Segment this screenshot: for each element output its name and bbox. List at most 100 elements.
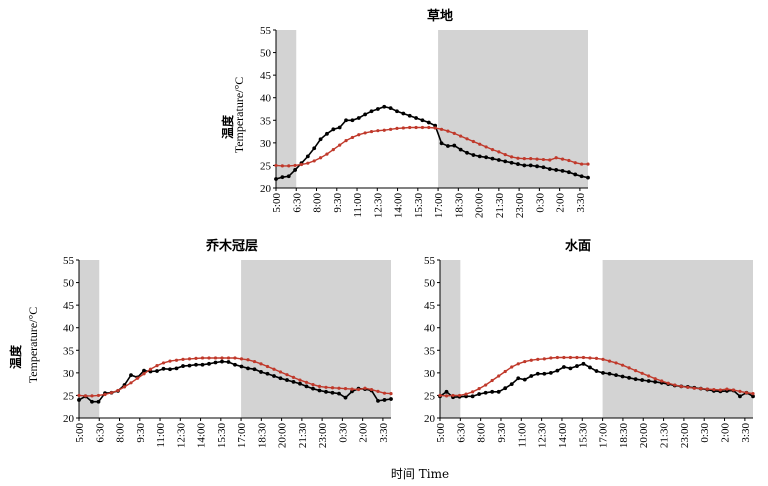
data-point <box>259 370 263 374</box>
data-point <box>588 356 592 360</box>
data-point <box>718 388 722 392</box>
data-point <box>573 172 578 177</box>
data-point <box>324 389 328 394</box>
y-tick-label: 45 <box>63 300 75 312</box>
x-tick-label: 15:30 <box>413 193 425 219</box>
data-point <box>471 390 475 394</box>
data-point <box>311 386 315 391</box>
data-point <box>312 146 317 151</box>
data-point <box>568 366 573 371</box>
data-point <box>653 377 657 381</box>
data-point <box>161 366 166 371</box>
x-tick-label: 6:30 <box>291 193 303 213</box>
data-point <box>337 386 341 390</box>
data-point <box>554 156 558 160</box>
data-point <box>581 355 586 360</box>
chart-title: 乔木冠层 <box>205 238 258 254</box>
data-point <box>496 158 501 162</box>
data-point <box>389 127 393 131</box>
data-point <box>594 369 599 373</box>
x-tick-label: 5:00 <box>271 193 283 213</box>
data-point <box>509 155 514 159</box>
data-point <box>522 377 527 382</box>
y-tick-label: 45 <box>260 70 272 82</box>
data-point <box>601 370 605 375</box>
data-point <box>738 389 742 393</box>
x-tick-label: 12:30 <box>175 423 187 449</box>
data-point <box>207 361 211 366</box>
data-point <box>274 163 278 168</box>
data-point <box>452 131 456 135</box>
data-point <box>535 164 539 169</box>
data-point <box>129 381 133 385</box>
x-tick-label: 23:00 <box>514 193 526 219</box>
night-shade-region <box>79 260 100 418</box>
data-point <box>560 157 565 161</box>
data-point <box>168 359 172 363</box>
data-point <box>573 161 577 165</box>
data-point <box>568 355 573 360</box>
x-tick-label: 5:00 <box>74 423 86 443</box>
data-point <box>389 392 393 396</box>
data-point <box>433 126 437 130</box>
data-point <box>647 374 651 378</box>
x-tick-label: 5:00 <box>435 423 447 443</box>
data-point <box>510 365 514 369</box>
data-point <box>388 106 393 110</box>
x-tick-label: 14:00 <box>196 423 208 449</box>
data-point <box>542 371 547 376</box>
data-point <box>401 126 405 130</box>
x-tick-label: 18:30 <box>256 423 268 449</box>
data-point <box>318 156 323 160</box>
data-point <box>324 385 328 389</box>
data-point <box>542 357 546 361</box>
data-point <box>155 369 159 373</box>
data-point <box>634 369 638 373</box>
data-point <box>516 376 521 381</box>
data-point <box>627 366 631 370</box>
data-point <box>389 397 393 401</box>
data-point <box>239 364 244 369</box>
x-tick-label: 6:30 <box>94 423 106 443</box>
data-point <box>311 382 315 387</box>
data-point <box>465 137 469 141</box>
data-point <box>503 369 507 374</box>
data-point <box>686 385 690 389</box>
data-point <box>751 392 755 396</box>
data-point <box>343 387 348 391</box>
x-tick-label: 21:30 <box>494 193 506 219</box>
data-point <box>601 357 605 361</box>
data-point <box>291 379 296 384</box>
y-tick-label: 35 <box>424 345 436 357</box>
data-point <box>586 162 590 166</box>
y-tick-label: 20 <box>260 183 272 195</box>
data-point <box>490 378 494 383</box>
y-tick-label: 20 <box>424 413 436 425</box>
data-point <box>414 125 418 130</box>
x-tick-label: 12:30 <box>372 193 384 219</box>
data-point <box>459 134 463 138</box>
data-point <box>325 152 329 156</box>
data-point <box>666 381 670 385</box>
data-point <box>337 391 341 396</box>
data-point <box>96 393 101 398</box>
data-point <box>484 145 488 149</box>
data-point <box>280 164 284 168</box>
data-point <box>594 356 599 361</box>
data-point <box>679 384 683 388</box>
data-point <box>446 144 450 148</box>
data-point <box>272 374 276 378</box>
data-point <box>369 109 374 114</box>
data-point <box>541 165 546 170</box>
data-point <box>278 376 283 381</box>
data-point <box>286 174 291 179</box>
data-point <box>363 112 368 117</box>
data-point <box>285 378 289 382</box>
data-point <box>607 359 612 363</box>
data-point <box>280 175 285 180</box>
x-tick-label: 14:00 <box>557 423 569 449</box>
x-tick-label: 12:30 <box>537 423 549 449</box>
data-point <box>744 391 749 395</box>
data-point <box>317 384 322 388</box>
data-point <box>516 362 520 366</box>
